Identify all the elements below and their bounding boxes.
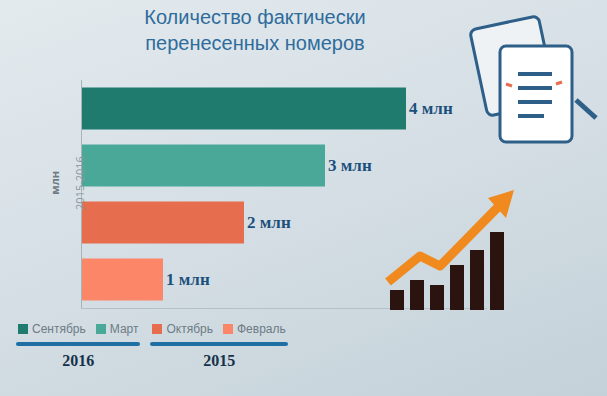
svg-text:Количество фактическиперенесен: Количество фактическиперенесенных номеро…: [144, 6, 365, 54]
svg-text:2 млн: 2 млн: [247, 213, 291, 232]
html-text:2016: 2016: [62, 352, 95, 369]
html-text:Октябрь: Октябрь: [166, 322, 213, 336]
html-text:Февраль: Февраль: [237, 322, 286, 336]
svg-text:4 млн: 4 млн: [409, 99, 453, 118]
html-text:2015: 2015: [203, 352, 236, 369]
svg-text:3 млн: 3 млн: [328, 156, 372, 175]
svg-text:1 млн: 1 млн: [166, 270, 210, 289]
svg-text:млн: млн: [47, 171, 62, 195]
html-text:Сентябрь: Сентябрь: [32, 322, 86, 336]
svg-text:2015-2016: 2015-2016: [72, 156, 87, 210]
html-text:Март: Март: [109, 322, 139, 336]
